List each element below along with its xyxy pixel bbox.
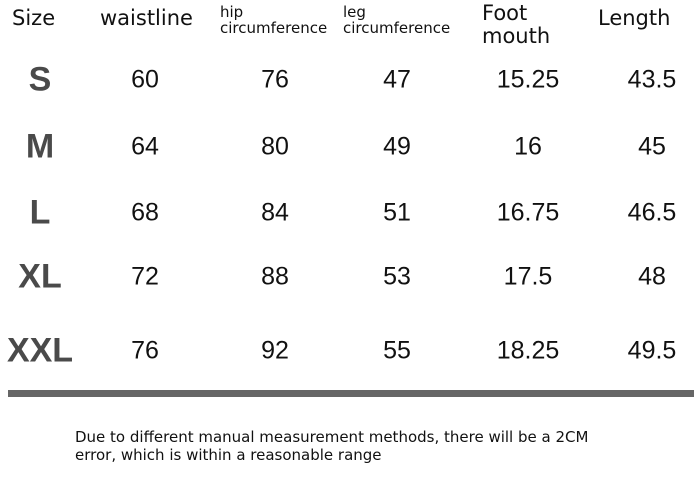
cell: 68 [131, 198, 159, 227]
cell: 76 [261, 65, 289, 94]
header-cell: waistline [100, 6, 193, 30]
cell: 80 [261, 132, 289, 161]
size-label: XXL [6, 331, 74, 370]
cell: 47 [383, 65, 411, 94]
cell: 49 [383, 132, 411, 161]
note: Due to different manual measurement meth… [75, 428, 589, 464]
cell: 16 [514, 132, 542, 161]
header-cell: leg circumference [343, 3, 451, 37]
size-label: S [28, 60, 52, 99]
header-cell: Size [12, 6, 56, 30]
cell: 92 [261, 336, 289, 365]
cell: 55 [383, 336, 411, 365]
cell: 46.5 [627, 198, 677, 227]
header-cell: Foot mouth [482, 1, 551, 48]
size-label: XL [18, 257, 62, 296]
cell: 16.75 [496, 198, 560, 227]
cell: 53 [383, 262, 411, 291]
header-cell: hip circumference [220, 3, 328, 37]
cell: 15.25 [496, 65, 560, 94]
cell: 48 [638, 262, 666, 291]
cell: 60 [131, 65, 159, 94]
cell: 64 [131, 132, 159, 161]
size-label: M [25, 127, 55, 166]
cell: 51 [383, 198, 411, 227]
cell: 76 [131, 336, 159, 365]
cell: 18.25 [496, 336, 560, 365]
cell: 49.5 [627, 336, 677, 365]
cell: 88 [261, 262, 289, 291]
cell: 43.5 [627, 65, 677, 94]
divider [8, 390, 694, 397]
cell: 17.5 [503, 262, 553, 291]
cell: 72 [131, 262, 159, 291]
cell: 84 [261, 198, 289, 227]
cell: 45 [638, 132, 666, 161]
header-cell: Length [598, 6, 671, 30]
size-label: L [29, 193, 51, 232]
